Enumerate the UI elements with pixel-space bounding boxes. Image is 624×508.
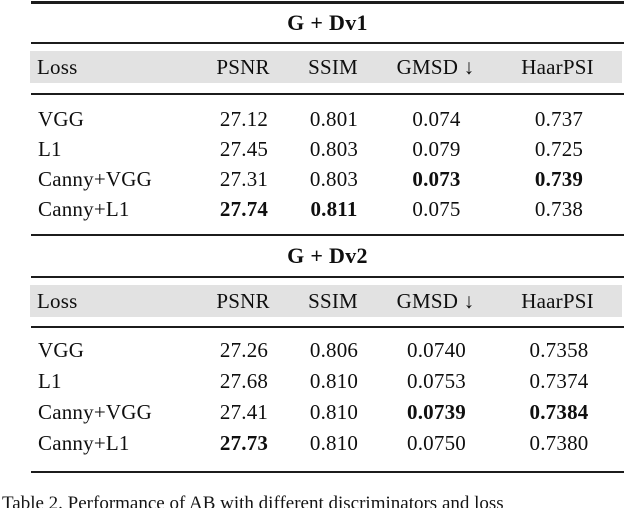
gmsd-cell: 0.075 xyxy=(412,196,461,221)
haarpsi-cell: 0.725 xyxy=(534,136,584,161)
table-2-header-row: Loss PSNR SSIM GMSD ↓ HaarPSI xyxy=(30,285,622,317)
haarpsi-cell: 0.7380 xyxy=(529,431,589,455)
gmsd-cell: 0.0753 xyxy=(407,369,466,393)
gmsd-cell: 0.074 xyxy=(412,106,461,131)
ssim-cell: 0.803 xyxy=(309,166,359,191)
psnr-cell: 27.26 xyxy=(219,338,269,362)
column-header-loss: Loss xyxy=(37,54,78,79)
table-row: Canny+VGG 27.31 0.803 0.073 0.739 xyxy=(31,164,624,194)
loss-cell: L1 xyxy=(38,369,62,393)
loss-cell: Canny+L1 xyxy=(38,196,130,221)
column-header-psnr: PSNR xyxy=(216,54,270,79)
rule-below-header-1 xyxy=(31,93,624,95)
haarpsi-cell: 0.737 xyxy=(534,106,584,131)
haarpsi-cell-best: 0.739 xyxy=(534,166,584,191)
haarpsi-cell: 0.7358 xyxy=(529,338,589,362)
ssim-cell-best: 0.811 xyxy=(310,196,358,221)
table-row: Canny+VGG 27.41 0.810 0.0739 0.7384 xyxy=(31,397,624,428)
column-header-gmsd: GMSD ↓ xyxy=(396,54,475,79)
rule-table-1-bottom xyxy=(31,234,624,236)
rule-below-title-2 xyxy=(31,276,624,278)
table-1-title: G + Dv1 xyxy=(287,10,368,35)
psnr-cell-best: 27.74 xyxy=(219,196,269,221)
table-row: L1 27.68 0.810 0.0753 0.7374 xyxy=(31,366,624,397)
column-header-gmsd: GMSD ↓ xyxy=(396,288,475,313)
psnr-cell: 27.12 xyxy=(219,106,269,131)
column-header-haarpsi: HaarPSI xyxy=(521,54,594,79)
psnr-cell: 27.41 xyxy=(219,400,269,424)
haarpsi-cell: 0.7374 xyxy=(529,369,589,393)
caption: Table 2. Performance of AB with differen… xyxy=(2,493,504,508)
gmsd-cell-best: 0.0739 xyxy=(407,400,466,424)
ssim-cell: 0.810 xyxy=(309,431,359,455)
haarpsi-cell-best: 0.7384 xyxy=(529,400,589,424)
column-header-ssim: SSIM xyxy=(308,288,358,313)
column-header-loss: Loss xyxy=(37,288,78,313)
psnr-cell: 27.45 xyxy=(219,136,269,161)
gmsd-cell: 0.079 xyxy=(412,136,461,161)
psnr-cell: 27.31 xyxy=(219,166,269,191)
loss-cell: VGG xyxy=(38,338,85,362)
table-row: VGG 27.26 0.806 0.0740 0.7358 xyxy=(31,335,624,366)
ssim-cell: 0.810 xyxy=(309,400,359,424)
table-row: Canny+L1 27.73 0.810 0.0750 0.7380 xyxy=(31,428,624,459)
loss-cell: VGG xyxy=(38,106,85,131)
table-row: L1 27.45 0.803 0.079 0.725 xyxy=(31,134,624,164)
ssim-cell: 0.810 xyxy=(309,369,359,393)
ssim-cell: 0.806 xyxy=(309,338,359,362)
rule-below-title-1 xyxy=(31,42,624,44)
loss-cell: Canny+L1 xyxy=(38,431,130,455)
top-rule xyxy=(31,1,624,4)
column-header-ssim: SSIM xyxy=(308,54,358,79)
loss-cell: L1 xyxy=(38,136,62,161)
gmsd-cell: 0.0740 xyxy=(407,338,466,362)
table-row: VGG 27.12 0.801 0.074 0.737 xyxy=(31,104,624,134)
rule-table-2-bottom xyxy=(31,471,624,473)
column-header-haarpsi: HaarPSI xyxy=(521,288,594,313)
gmsd-cell: 0.0750 xyxy=(407,431,466,455)
psnr-cell-best: 27.73 xyxy=(219,431,269,455)
table-2-body: VGG 27.26 0.806 0.0740 0.7358 L1 27.68 0… xyxy=(0,335,624,459)
loss-cell: Canny+VGG xyxy=(38,400,152,424)
column-header-psnr: PSNR xyxy=(216,288,270,313)
table-1-body: VGG 27.12 0.801 0.074 0.737 L1 27.45 0.8… xyxy=(0,104,624,224)
ssim-cell: 0.801 xyxy=(309,106,359,131)
ssim-cell: 0.803 xyxy=(309,136,359,161)
psnr-cell: 27.68 xyxy=(219,369,269,393)
table-row: Canny+L1 27.74 0.811 0.075 0.738 xyxy=(31,194,624,224)
haarpsi-cell: 0.738 xyxy=(534,196,584,221)
rule-below-header-2 xyxy=(31,326,624,328)
gmsd-cell-best: 0.073 xyxy=(412,166,461,191)
table-2-title: G + Dv2 xyxy=(287,243,368,268)
table-1-header-row: Loss PSNR SSIM GMSD ↓ HaarPSI xyxy=(30,51,622,83)
loss-cell: Canny+VGG xyxy=(38,166,152,191)
